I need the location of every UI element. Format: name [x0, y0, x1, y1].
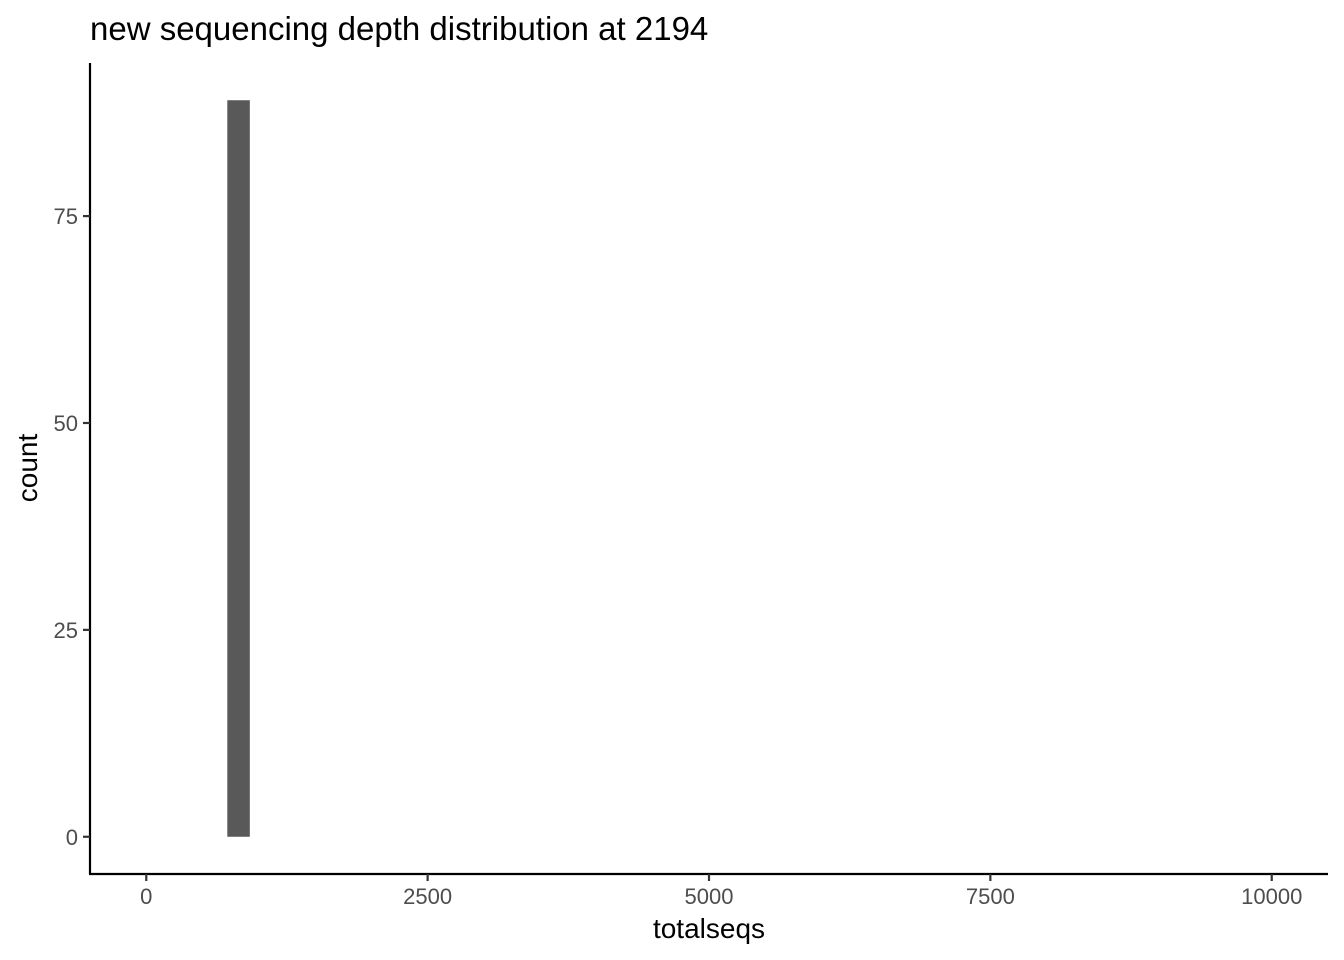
x-axis-title: totalseqs	[653, 913, 765, 944]
x-tick-label: 5000	[685, 884, 734, 909]
y-tick-label: 0	[66, 825, 78, 850]
bars-layer	[227, 100, 250, 837]
x-tick-label: 0	[140, 884, 152, 909]
x-tick-label: 2500	[403, 884, 452, 909]
y-axis-ticks: 0 25 50 75	[54, 204, 90, 850]
y-tick-label: 75	[54, 204, 78, 229]
y-axis-title: count	[12, 434, 43, 503]
histogram-bar-0	[227, 100, 250, 837]
y-tick-label: 50	[54, 411, 78, 436]
x-axis-ticks: 0 2500 5000 7500 10000	[140, 874, 1302, 909]
x-tick-label: 10000	[1241, 884, 1302, 909]
x-tick-label: 7500	[966, 884, 1015, 909]
chart-title: new sequencing depth distribution at 219…	[90, 10, 708, 47]
y-tick-label: 25	[54, 618, 78, 643]
